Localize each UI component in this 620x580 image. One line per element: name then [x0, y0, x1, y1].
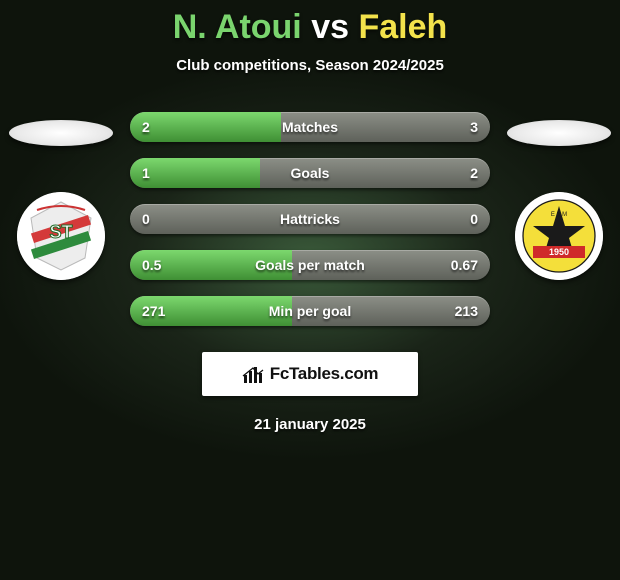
comparison-title: N. Atoui vs Faleh [173, 8, 448, 47]
stat-row-goals-per-match: 0.5 Goals per match 0.67 [130, 250, 490, 280]
stat-row-min-per-goal: 271 Min per goal 213 [130, 296, 490, 326]
stat-label: Hattricks [186, 211, 434, 227]
stat-right-value: 213 [434, 303, 490, 319]
stat-label: Min per goal [186, 303, 434, 319]
stat-left-value: 1 [130, 165, 186, 181]
bar-chart-icon [242, 363, 264, 385]
brand-footer: FcTables.com [202, 352, 418, 396]
player1-club-crest: ST [17, 192, 105, 280]
stat-left-value: 0 [130, 211, 186, 227]
player2-name: Faleh [358, 8, 447, 46]
svg-text:1950: 1950 [549, 247, 569, 257]
stat-label: Goals [186, 165, 434, 181]
svg-text:E S M: E S M [551, 212, 567, 218]
stade-tunisien-crest-icon: ST [17, 192, 105, 280]
player2-base-ellipse [507, 120, 611, 146]
es-metlaoui-crest-icon: 1950 E S M [515, 192, 603, 280]
stat-right-value: 0 [434, 211, 490, 227]
player2-side: 1950 E S M [504, 120, 614, 280]
player1-name: N. Atoui [173, 8, 302, 46]
stats-container: 2 Matches 3 1 Goals 2 0 Hattricks 0 0.5 … [130, 112, 490, 326]
player1-side: ST [6, 120, 116, 280]
player2-club-crest: 1950 E S M [515, 192, 603, 280]
stat-left-value: 271 [130, 303, 186, 319]
svg-text:ST: ST [49, 222, 72, 242]
infographic-root: N. Atoui vs Faleh Club competitions, Sea… [0, 0, 620, 580]
stat-right-value: 3 [434, 119, 490, 135]
stat-right-value: 2 [434, 165, 490, 181]
stat-right-value: 0.67 [434, 257, 490, 273]
stat-left-value: 2 [130, 119, 186, 135]
vs-label: vs [311, 8, 349, 46]
snapshot-date: 21 january 2025 [254, 416, 366, 433]
stat-row-goals: 1 Goals 2 [130, 158, 490, 188]
stat-label: Goals per match [186, 257, 434, 273]
stat-label: Matches [186, 119, 434, 135]
season-subtitle: Club competitions, Season 2024/2025 [176, 57, 444, 74]
stat-left-value: 0.5 [130, 257, 186, 273]
stat-row-hattricks: 0 Hattricks 0 [130, 204, 490, 234]
brand-label: FcTables.com [270, 364, 379, 384]
stat-row-matches: 2 Matches 3 [130, 112, 490, 142]
player1-base-ellipse [9, 120, 113, 146]
